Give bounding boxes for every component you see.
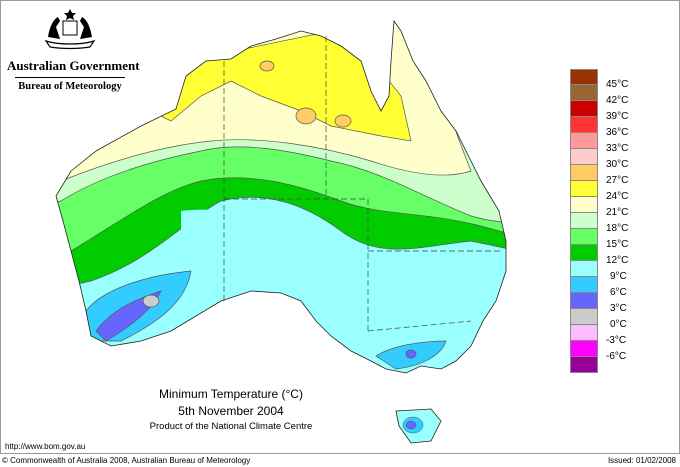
legend-swatch <box>570 293 598 309</box>
legend-swatch <box>570 69 598 85</box>
map-product: Product of the National Climate Centre <box>149 421 313 432</box>
legend-label: 24°C <box>606 191 629 202</box>
issued-date: Issued: 01/02/2008 <box>607 456 676 465</box>
legend-swatch <box>570 341 598 357</box>
legend-label: -3°C <box>606 335 627 346</box>
legend-swatch <box>570 133 598 149</box>
legend-label: 21°C <box>606 207 629 218</box>
legend-swatch <box>570 117 598 133</box>
logo-divider <box>15 77 125 78</box>
map-title-block: Minimum Temperature (°C) 5th November 20… <box>121 387 341 432</box>
legend-swatch <box>570 149 598 165</box>
bom-url-link[interactable]: http://www.bom.gov.au <box>5 442 86 451</box>
copyright-text: © Commonwealth of Australia 2008, Austra… <box>2 456 251 465</box>
legend-swatch <box>570 197 598 213</box>
map-title: Minimum Temperature (°C) <box>159 387 303 401</box>
legend-label: 45°C <box>606 79 629 90</box>
legend-label: 15°C <box>606 239 629 250</box>
legend-swatch <box>570 85 598 101</box>
agency-name: Bureau of Meteorology <box>18 81 122 92</box>
legend-swatch <box>570 309 598 325</box>
legend-swatches <box>570 69 598 373</box>
government-name: Australian Government <box>7 58 140 73</box>
australia-temperature-map <box>55 19 507 444</box>
legend-label: 9°C <box>610 271 627 282</box>
legend-swatch <box>570 245 598 261</box>
map-date: 5th November 2004 <box>178 404 284 418</box>
bom-logo: Australian Government Bureau of Meteorol… <box>7 7 140 92</box>
legend-swatch <box>570 261 598 277</box>
legend-label: 12°C <box>606 255 629 266</box>
legend-label: 0°C <box>610 319 627 330</box>
legend-swatch <box>570 277 598 293</box>
coat-of-arms-icon <box>44 9 96 50</box>
legend-swatch <box>570 101 598 117</box>
legend-label: 42°C <box>606 95 629 106</box>
map-frame: Australian Government Bureau of Meteorol… <box>0 0 680 454</box>
legend-label: 33°C <box>606 143 629 154</box>
legend-swatch <box>570 165 598 181</box>
legend-label: 39°C <box>606 111 629 122</box>
legend-label: 3°C <box>610 303 627 314</box>
legend-label: -6°C <box>606 351 627 362</box>
legend-swatch <box>570 229 598 245</box>
legend-label: 6°C <box>610 287 627 298</box>
legend-label: 36°C <box>606 127 629 138</box>
legend-swatch <box>570 181 598 197</box>
legend-label: 27°C <box>606 175 629 186</box>
legend-label: 30°C <box>606 159 629 170</box>
legend-swatch <box>570 213 598 229</box>
legend-label: 18°C <box>606 223 629 234</box>
legend-swatch <box>570 357 598 373</box>
legend-swatch <box>570 325 598 341</box>
temperature-legend: 45°C 42°C 39°C 36°C 33°C 30°C 27°C 24°C … <box>570 69 628 373</box>
